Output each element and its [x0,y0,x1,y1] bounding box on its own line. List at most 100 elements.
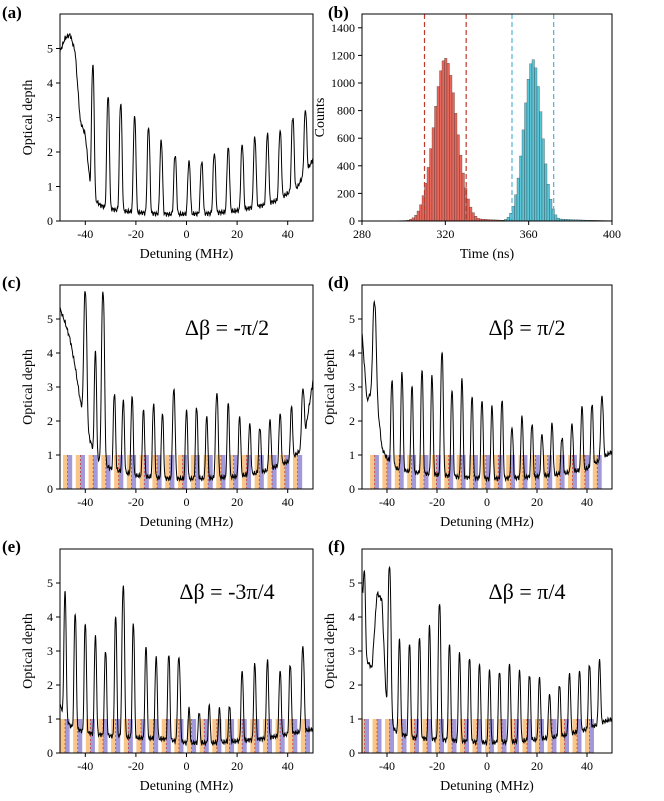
y-tick-label: 3 [47,111,53,125]
delta-beta-annotation: Δβ = -3π/4 [179,579,274,604]
y-tick-label: 2 [349,678,355,692]
x-tick-label: 40 [282,227,294,241]
x-tick-label: 0 [484,495,490,509]
histogram-bar [536,86,540,221]
comb-bar-orange [372,719,377,753]
x-axis-title: Detuning (MHz) [140,247,234,262]
comb-bar-orange [422,719,427,753]
comb-bar-purple [292,719,298,753]
panel-a: (a) -40 -20 0 20 40 0 1 2 3 4 5 Detuning (MHz) Optica… [2,3,314,262]
comb-bar-orange [397,719,402,753]
histogram-bar [449,75,453,221]
histogram-bar [446,63,450,221]
comb-bar-purple [229,719,235,753]
comb-bar-purple [461,455,466,489]
comb-bars [370,455,602,489]
comb-bar-orange [385,719,390,753]
histogram-bar [466,198,470,221]
histogram-bar [506,217,510,221]
histogram-bar [546,184,550,221]
histogram-bar [416,210,420,221]
y-tick-label: 0 [349,214,355,228]
axes-frame [361,13,613,222]
panel-d: (d) -40 -20 0 20 40 0 1 2 3 4 5 Detuning (MHz) Optica… [323,273,613,530]
y-tick-label: 0 [47,746,53,760]
comb-bar-purple [220,455,226,489]
comb-bar-purple [364,719,369,753]
comb-bar-orange [280,455,285,489]
comb-bar-purple [105,455,111,489]
comb-bar-purple [510,455,516,489]
comb-bar-orange [152,455,158,489]
histogram-bar [459,154,463,221]
x-tick-label: 0 [184,227,190,241]
comb-bar-purple [272,455,277,489]
comb-bar-orange [493,455,499,489]
od-trace [60,291,313,483]
x-tick-label: -40 [77,227,93,241]
comb-bar-purple [389,719,394,753]
y-axis-title: Optical depth [21,349,36,425]
x-tick-label: 40 [282,495,294,509]
od-trace [60,33,313,218]
series-red [391,58,530,221]
histogram-bar [541,138,545,221]
histogram-bar [526,79,530,221]
comb-bar-purple [305,719,310,753]
panel-label: (f) [328,537,345,556]
y-tick-label: 2 [349,414,355,428]
comb-bar-purple [386,455,392,489]
comb-bar-purple [204,719,209,753]
comb-bar-purple [584,455,590,489]
y-tick-label: 5 [47,42,53,56]
panel-label: (c) [2,273,21,292]
comb-bar-purple [280,719,285,753]
comb-bar-orange [497,719,502,753]
comb-bar-purple [498,455,503,489]
comb-bar-purple [284,455,290,489]
plot-area [362,565,612,753]
x-tick-label: -20 [128,495,144,509]
y-tick-label: 4 [349,610,355,624]
comb-bar-orange [568,455,573,489]
x-tick-label: 40 [581,495,593,509]
comb-bar-purple [131,455,137,489]
comb-bar-orange [300,719,306,753]
comb-bar-orange [592,455,598,489]
y-tick-label: 600 [337,131,355,145]
x-axis-title: Time (ns) [460,247,515,262]
x-tick-label: 20 [231,495,243,509]
x-tick-label: 0 [184,759,190,773]
histogram-bar [444,58,448,221]
panel-label: (d) [328,273,349,292]
comb-bar-purple [233,455,239,489]
panel-label: (b) [328,3,349,22]
y-tick-label: 3 [47,380,53,394]
y-axis-title: Optical depth [323,349,338,425]
comb-bar-orange [407,455,412,489]
y-tick-label: 1400 [331,21,355,35]
x-tick-label: -20 [128,759,144,773]
histogram-bar [429,148,433,221]
y-tick-label: 200 [337,186,355,200]
panel-c: (c) -40 -20 0 20 40 0 1 2 3 4 5 Detuning (MHz) Optica… [2,273,314,530]
plot-area [362,299,612,489]
panel-label: (a) [2,3,22,22]
y-tick-label: 1 [47,448,53,462]
comb-bar-purple [144,455,149,489]
comb-bar-orange [199,719,205,753]
comb-bar-purple [67,455,73,489]
y-tick-label: 3 [349,380,355,394]
y-tick-label: 0 [47,482,53,496]
comb-bar-orange [187,719,192,753]
x-tick-label: -40 [77,495,93,509]
x-tick-label: -20 [128,227,144,241]
comb-bar-purple [259,455,264,489]
comb-bar-purple [411,455,417,489]
histogram-bar [534,67,538,221]
histogram-bar [471,212,475,221]
comb-bar-orange [506,455,511,489]
comb-bars [362,719,594,753]
comb-bar-orange [292,455,298,489]
